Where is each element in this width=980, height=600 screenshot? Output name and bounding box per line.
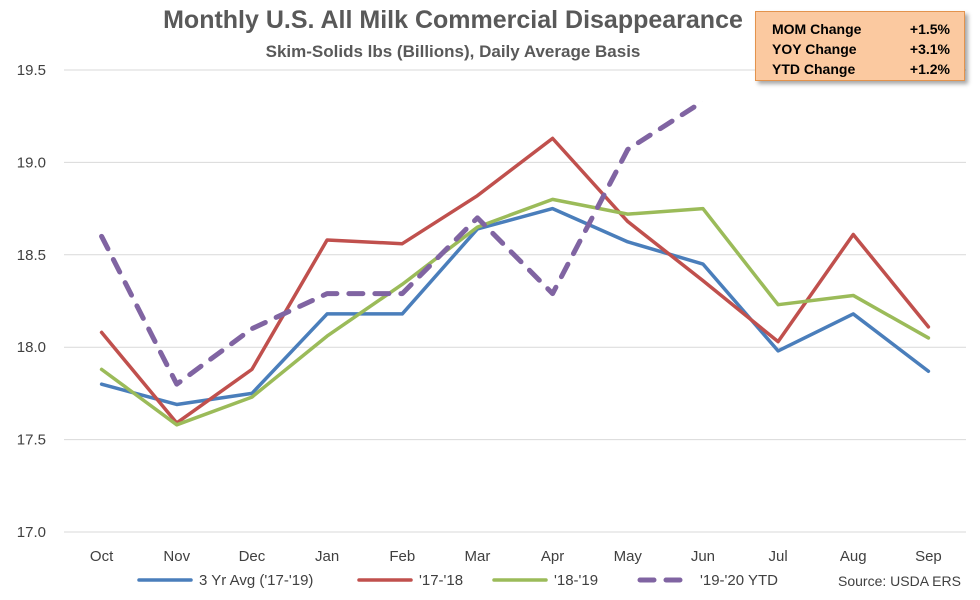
ytd-change-label: YTD Change xyxy=(772,61,856,77)
legend-item: 3 Yr Avg ('17-'19) xyxy=(137,572,313,589)
series-2 xyxy=(99,136,931,425)
chart-subtitle: Skim-Solids lbs (Billions), Daily Averag… xyxy=(265,42,641,61)
x-tick-label: Apr xyxy=(541,548,564,565)
series-3 xyxy=(99,197,931,427)
x-tick-label: Dec xyxy=(239,548,266,565)
x-tick-label: Jul xyxy=(768,548,787,565)
y-tick-label: 19.5 xyxy=(17,62,46,79)
mom-change-label: MOM Change xyxy=(772,21,862,37)
x-tick-label: Feb xyxy=(389,548,415,565)
change-summary-box: MOM Change +1.5% YOY Change +3.1% YTD Ch… xyxy=(755,11,965,81)
x-tick-label: Mar xyxy=(464,548,490,565)
legend-item: '19-'20 YTD xyxy=(637,572,778,589)
legend-label: '19-'20 YTD xyxy=(700,572,778,589)
series-1 xyxy=(99,206,931,407)
x-tick-label: Jan xyxy=(315,548,339,565)
x-tick-label: Jun xyxy=(691,548,715,565)
yoy-change-value: +3.1% xyxy=(909,41,950,57)
series-line xyxy=(99,206,931,407)
yoy-change-label: YOY Change xyxy=(772,41,857,57)
legend-label: 3 Yr Avg ('17-'19) xyxy=(199,572,313,589)
legend-item: '18-'19 xyxy=(492,572,598,589)
y-tick-label: 17.0 xyxy=(17,524,46,541)
ytd-change-row: YTD Change +1.2% xyxy=(772,59,950,79)
legend-label: '18-'19 xyxy=(554,572,598,589)
x-tick-label: Oct xyxy=(90,548,114,565)
source-note: Source: USDA ERS xyxy=(838,573,961,589)
ytd-change-value: +1.2% xyxy=(909,61,950,77)
series-line xyxy=(99,197,931,427)
series-line xyxy=(99,136,931,425)
y-tick-label: 17.5 xyxy=(17,432,46,449)
x-tick-label: Aug xyxy=(840,548,867,565)
x-tick-label: May xyxy=(614,548,643,565)
x-tick-label: Sep xyxy=(915,548,942,565)
yoy-change-row: YOY Change +3.1% xyxy=(772,39,950,59)
y-tick-label: 19.0 xyxy=(17,154,46,171)
mom-change-value: +1.5% xyxy=(909,21,950,37)
series-4 xyxy=(99,98,706,387)
legend-label: '17-'18 xyxy=(419,572,463,589)
x-tick-label: Nov xyxy=(163,548,190,565)
y-tick-label: 18.0 xyxy=(17,339,46,356)
chart-title: Monthly U.S. All Milk Commercial Disappe… xyxy=(163,6,743,34)
mom-change-row: MOM Change +1.5% xyxy=(772,19,950,39)
y-tick-label: 18.5 xyxy=(17,247,46,264)
legend-item: '17-'18 xyxy=(357,572,463,589)
